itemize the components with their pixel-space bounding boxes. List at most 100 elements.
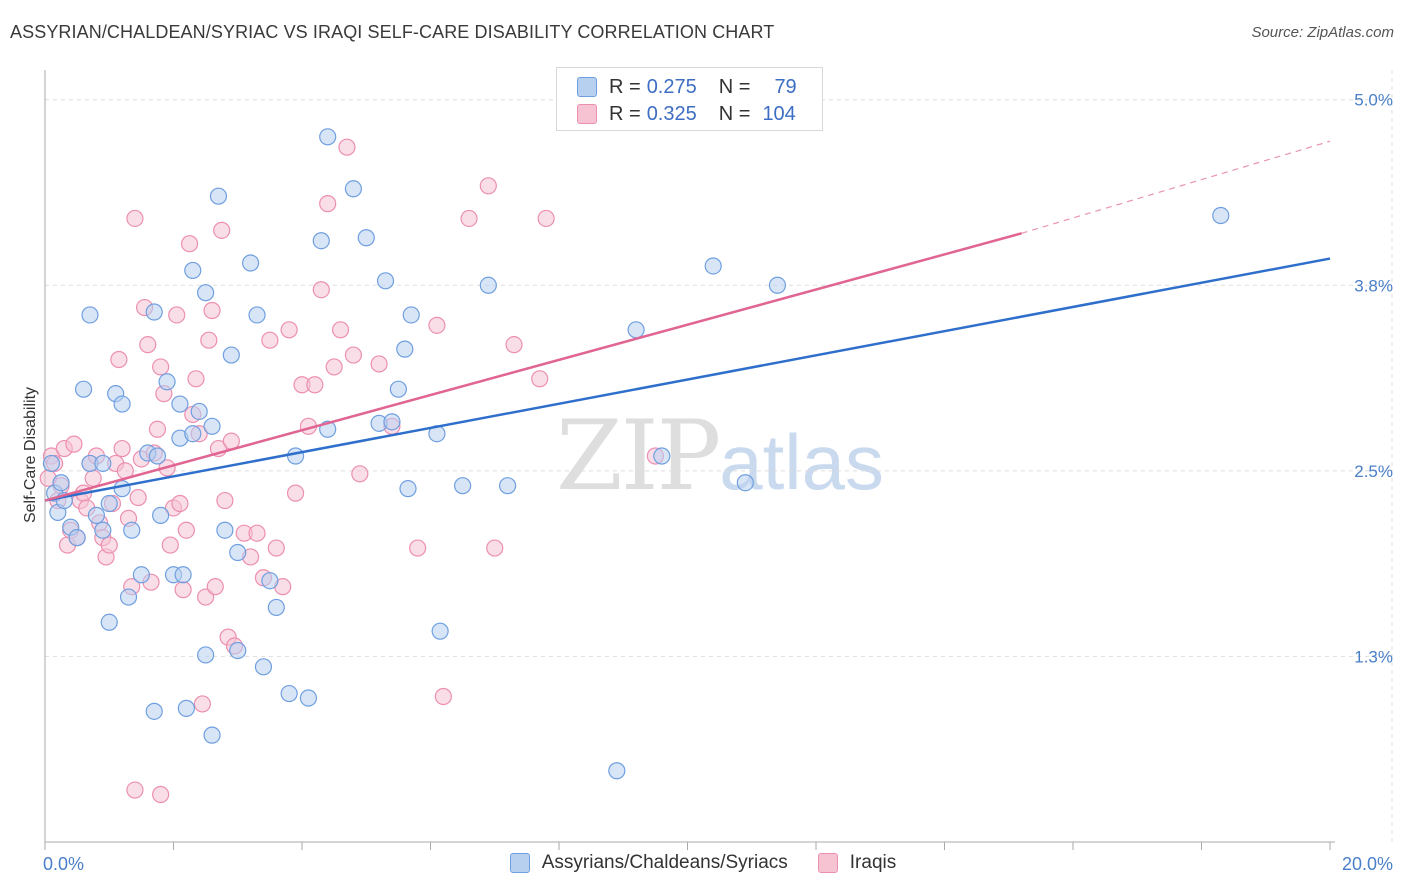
data-point-assyrians [376, 272, 395, 290]
data-point-assyrians [171, 395, 189, 413]
data-point-assyrians [184, 425, 202, 443]
data-point-iraqis [200, 331, 218, 349]
data-point-iraqis [213, 221, 231, 239]
data-point-iraqis [460, 209, 478, 228]
data-point-iraqis [100, 536, 118, 554]
legend-label-iraqis: Iraqis [849, 852, 897, 873]
data-point-assyrians [1212, 206, 1230, 225]
data-point-assyrians [248, 306, 266, 324]
grid-lines [45, 70, 1393, 842]
trend-lines [44, 140, 1331, 502]
data-point-iraqis [152, 785, 170, 804]
data-point-assyrians [357, 229, 375, 247]
data-point-iraqis [306, 376, 324, 394]
data-point-iraqis [126, 781, 144, 799]
data-point-assyrians [312, 232, 330, 250]
data-point-assyrians [123, 521, 141, 539]
data-point-assyrians [132, 566, 150, 584]
data-point-assyrians [145, 303, 163, 321]
data-point-iraqis [428, 316, 446, 334]
data-point-assyrians [113, 480, 131, 498]
legend-item-assyrians[interactable]: Assyrians/Chaldeans/Syriacs [509, 852, 788, 874]
series-assyrians [42, 128, 1230, 780]
data-point-iraqis [537, 209, 555, 228]
legend-n-value: 79 [774, 75, 797, 98]
data-point-iraqis [148, 420, 167, 438]
data-point-assyrians [203, 417, 221, 435]
x-tick-label: 0.0% [43, 854, 84, 874]
data-point-iraqis [248, 524, 266, 542]
data-point-assyrians [768, 276, 787, 294]
data-point-iraqis [174, 581, 192, 599]
data-point-assyrians [184, 261, 202, 280]
data-point-iraqis [168, 306, 186, 324]
data-point-iraqis [177, 521, 195, 539]
data-point-assyrians [254, 658, 273, 676]
data-point-assyrians [152, 506, 170, 524]
legend-swatch-blue [509, 853, 530, 873]
correlation-legend: R = 0.275 N = 79 R = 0.325 N = 104 [556, 67, 823, 131]
data-point-assyrians [399, 480, 417, 498]
watermark-zip: ZIP [556, 400, 721, 512]
data-point-assyrians [145, 702, 163, 720]
data-point-iraqis [65, 435, 83, 453]
data-point-iraqis [434, 687, 452, 706]
data-point-iraqis [203, 301, 221, 320]
x-tick-label: 20.0% [1342, 854, 1393, 874]
data-point-iraqis [126, 209, 144, 228]
data-point-assyrians [148, 447, 167, 465]
y-tick-label: 3.8% [1354, 276, 1393, 295]
legend-r-value: 0.275 [646, 75, 697, 98]
data-point-iraqis [171, 494, 189, 513]
data-point-assyrians [229, 641, 247, 660]
data-point-assyrians [68, 529, 86, 547]
legend-r-label: R = [609, 102, 641, 125]
data-point-assyrians [319, 128, 337, 146]
data-point-assyrians [736, 474, 754, 492]
data-point-iraqis [84, 469, 102, 487]
data-point-assyrians [286, 447, 305, 465]
data-point-assyrians [174, 566, 192, 584]
data-point-iraqis [129, 488, 147, 507]
data-point-assyrians [344, 180, 362, 198]
data-point-assyrians [216, 521, 234, 539]
y-axis-label: Self-Care Disability [22, 387, 39, 523]
legend-n-value: 104 [762, 102, 796, 125]
chart-title: ASSYRIAN/CHALDEAN/SYRIAC VS IRAQI SELF-C… [10, 22, 775, 42]
data-point-assyrians [94, 454, 112, 473]
trend-line-iraqis-extension [1021, 140, 1331, 234]
data-point-assyrians [158, 373, 176, 391]
tick-labels: 1.3% 2.5% 3.8% 5.0% 0.0% 20.0% [43, 91, 1393, 874]
legend-row-assyrians: R = 0.275 N = 79 [577, 74, 797, 100]
data-point-assyrians [87, 506, 106, 524]
data-point-iraqis [193, 695, 212, 713]
legend-row-iraqis: R = 0.325 N = 104 [577, 101, 796, 127]
data-point-iraqis [486, 539, 504, 557]
data-point-iraqis [180, 235, 199, 253]
data-point-iraqis [312, 281, 330, 299]
data-point-iraqis [286, 484, 305, 502]
axes [44, 70, 1335, 850]
data-point-iraqis [187, 370, 205, 388]
data-point-iraqis [409, 539, 427, 557]
trend-line-assyrians [44, 257, 1331, 502]
data-point-assyrians [454, 477, 472, 495]
data-point-iraqis [531, 370, 549, 388]
data-point-assyrians [113, 395, 131, 413]
legend-item-iraqis[interactable]: Iraqis [817, 852, 897, 874]
data-point-assyrians [74, 380, 93, 398]
data-point-iraqis [331, 321, 350, 339]
data-point-iraqis [505, 336, 523, 354]
data-point-iraqis [344, 346, 362, 364]
legend-swatch-pink [577, 104, 597, 124]
data-point-iraqis [351, 465, 369, 483]
watermark: ZIPatlas [556, 400, 884, 512]
data-point-assyrians [402, 306, 420, 324]
legend-r-value: 0.325 [646, 102, 697, 125]
trend-line-iraqis [44, 232, 1022, 502]
data-point-assyrians [197, 646, 215, 664]
data-point-assyrians [261, 572, 279, 590]
series-iraqis [39, 138, 664, 804]
data-point-iraqis [479, 177, 497, 195]
